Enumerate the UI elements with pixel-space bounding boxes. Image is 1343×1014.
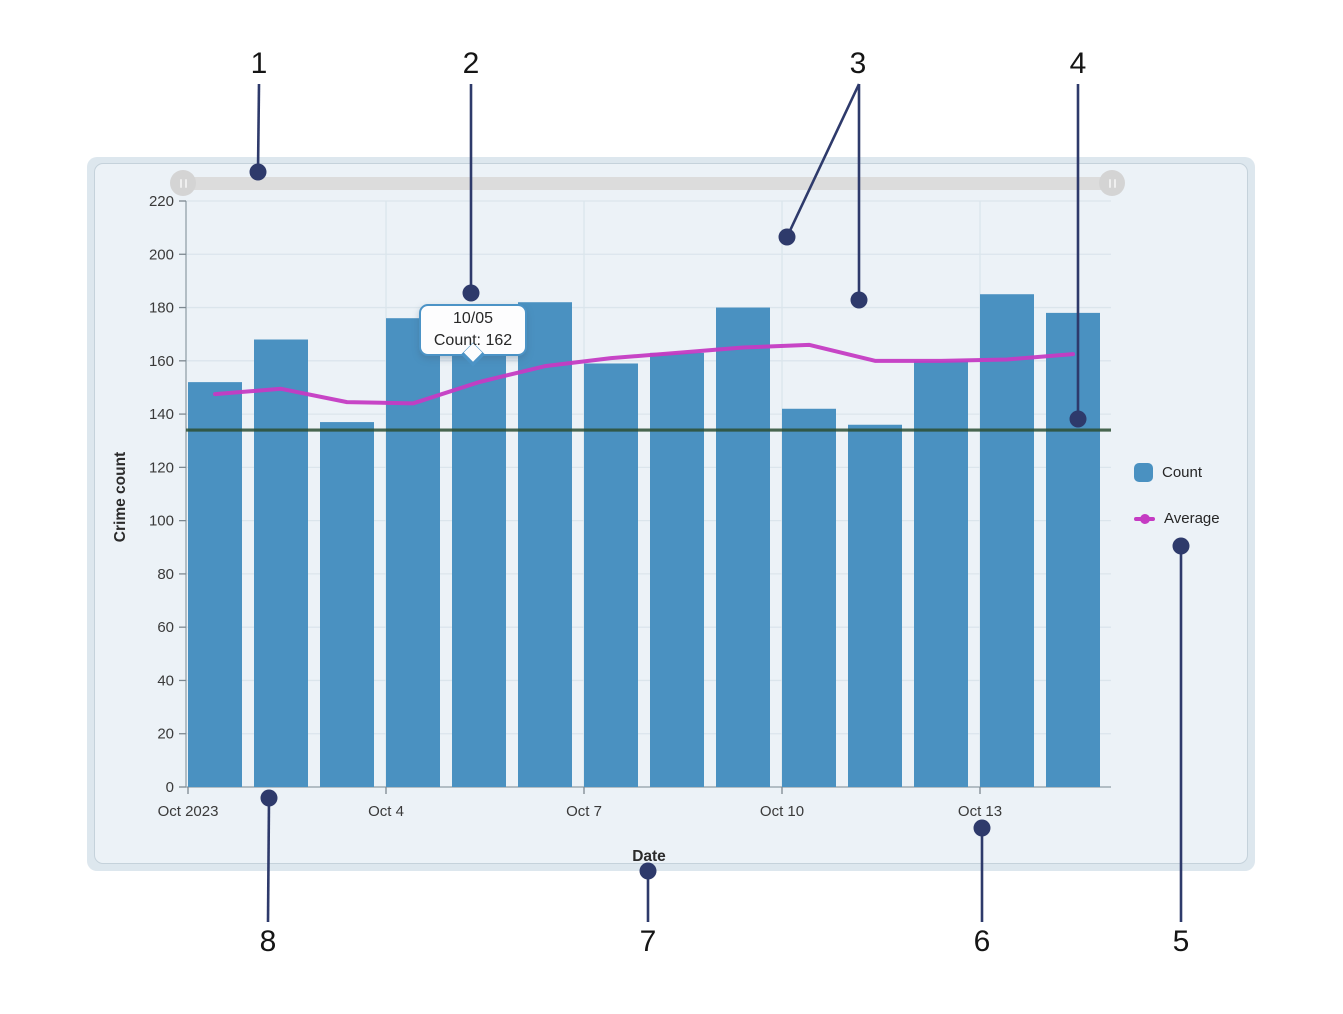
x-axis-title: Date: [632, 848, 666, 865]
slider-left-handle[interactable]: [170, 170, 196, 196]
grip-icon: [184, 178, 187, 188]
chart-panel: [94, 163, 1248, 864]
legend-item-average[interactable]: Average: [1134, 508, 1220, 528]
tooltip: 10/05 Count: 162: [419, 304, 527, 367]
slider-track[interactable]: [176, 177, 1112, 190]
grip-icon: [1108, 178, 1111, 188]
callout-label-5: 5: [1172, 925, 1190, 958]
callout-label-4: 4: [1069, 47, 1087, 80]
grip-icon: [1113, 178, 1116, 188]
tooltip-title: 10/05: [452, 310, 494, 327]
legend-count-label: Count: [1162, 463, 1203, 481]
callout-label-3: 3: [849, 47, 867, 80]
average-line-icon: [1134, 509, 1155, 528]
count-swatch-icon: [1134, 462, 1153, 482]
slider-right-handle[interactable]: [1099, 170, 1125, 196]
grip-icon: [179, 178, 182, 188]
y-axis-title: Crime count: [112, 451, 129, 543]
callout-label-6: 6: [973, 925, 991, 958]
callout-label-8: 8: [259, 925, 277, 958]
legend-average-label: Average: [1164, 509, 1220, 527]
callout-label-7: 7: [639, 925, 657, 958]
callout-label-2: 2: [462, 47, 480, 80]
callout-label-1: 1: [250, 47, 268, 80]
legend-item-count[interactable]: Count: [1134, 462, 1220, 482]
legend: Count Average: [1134, 462, 1220, 554]
